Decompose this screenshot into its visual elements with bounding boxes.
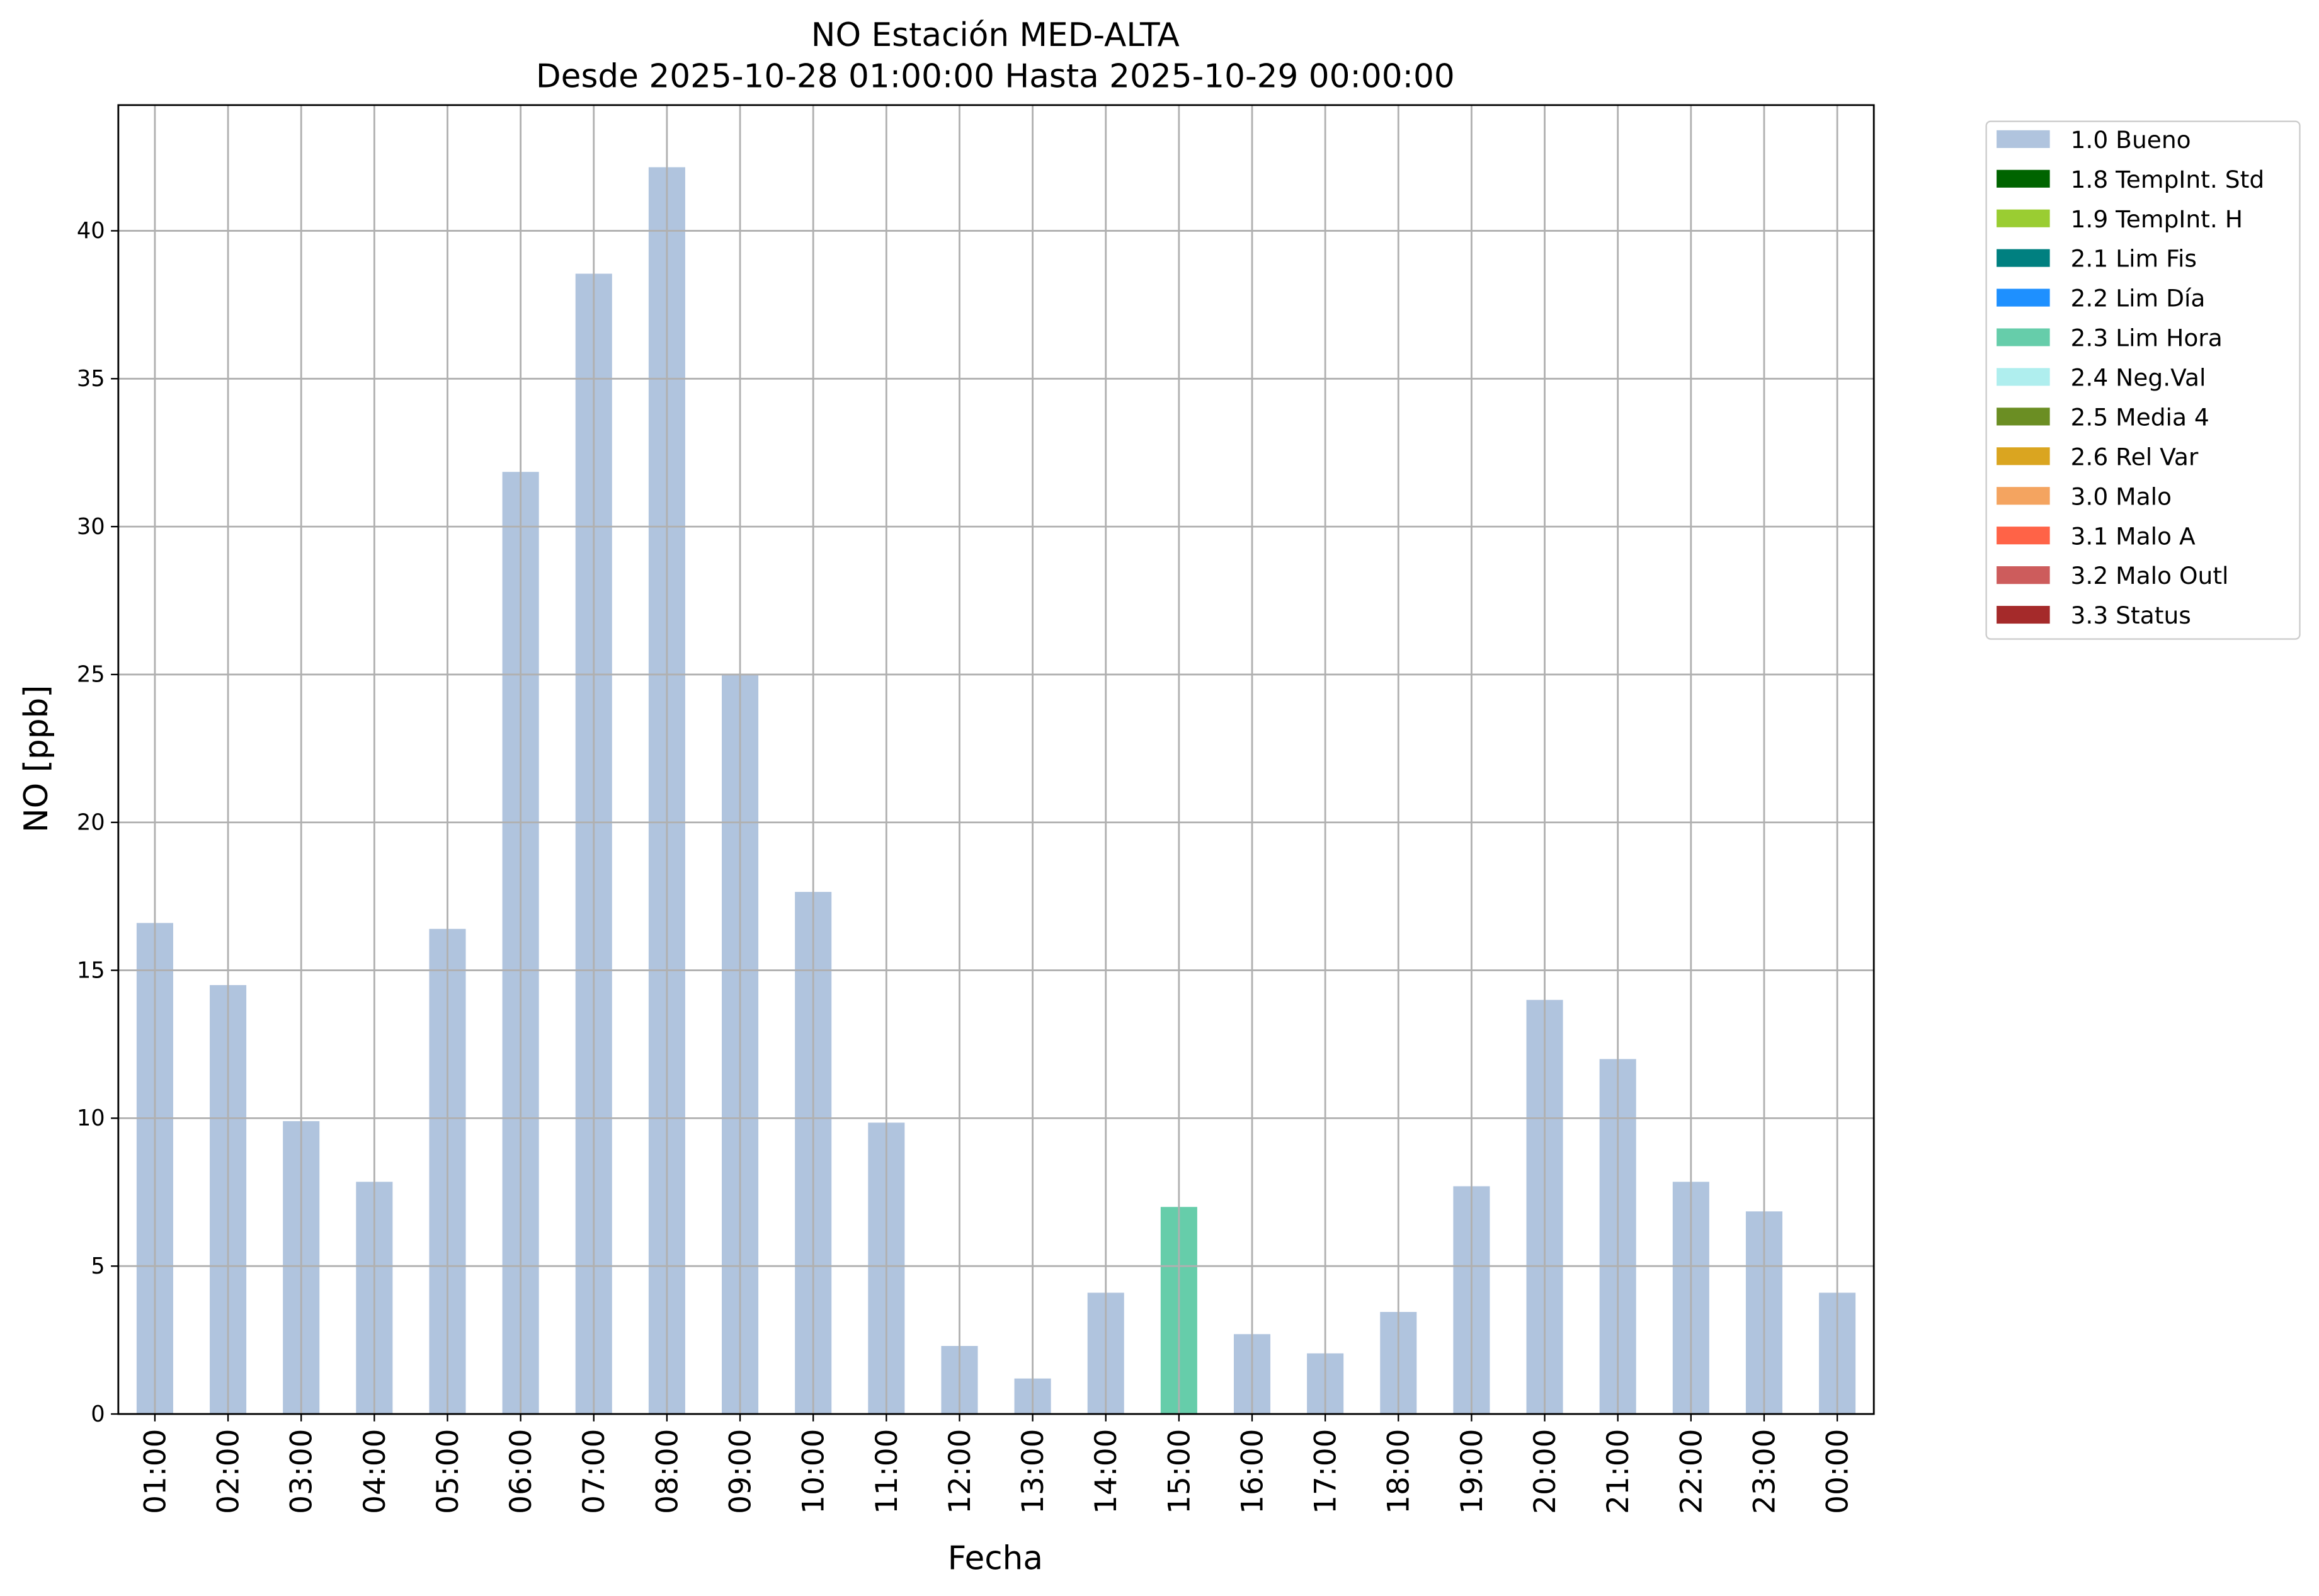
legend-swatch bbox=[1997, 487, 2050, 505]
x-tick-label: 15:00 bbox=[1162, 1429, 1197, 1514]
legend-label: 1.8 TempInt. Std bbox=[2071, 166, 2265, 193]
x-tick-label: 08:00 bbox=[650, 1429, 685, 1514]
x-tick-label: 19:00 bbox=[1455, 1429, 1490, 1514]
legend-swatch bbox=[1997, 209, 2050, 227]
chart-title: NO Estación MED-ALTA bbox=[811, 16, 1180, 54]
x-tick-label: 10:00 bbox=[797, 1429, 831, 1514]
x-tick-label: 02:00 bbox=[212, 1429, 246, 1514]
x-tick-label: 21:00 bbox=[1601, 1429, 1636, 1514]
y-tick-label: 0 bbox=[91, 1401, 105, 1427]
y-axis-label: NO [ppb] bbox=[18, 685, 55, 833]
legend-swatch bbox=[1997, 566, 2050, 584]
y-tick-label: 5 bbox=[91, 1253, 105, 1279]
x-tick-label: 12:00 bbox=[943, 1429, 977, 1514]
x-tick-label: 17:00 bbox=[1309, 1429, 1343, 1514]
legend-label: 3.3 Status bbox=[2071, 601, 2191, 629]
x-tick-label: 00:00 bbox=[1821, 1429, 1855, 1514]
x-tick-label: 18:00 bbox=[1382, 1429, 1416, 1514]
x-tick-label: 07:00 bbox=[577, 1429, 612, 1514]
x-tick-label: 05:00 bbox=[431, 1429, 465, 1514]
legend-swatch bbox=[1997, 447, 2050, 465]
y-tick-label: 20 bbox=[77, 809, 105, 835]
x-tick-label: 23:00 bbox=[1747, 1429, 1782, 1514]
x-tick-label: 03:00 bbox=[285, 1429, 319, 1514]
legend-label: 2.5 Media 4 bbox=[2071, 403, 2209, 431]
x-tick-label: 11:00 bbox=[870, 1429, 904, 1514]
legend-swatch bbox=[1997, 328, 2050, 346]
legend-label: 2.6 Rel Var bbox=[2071, 443, 2199, 470]
legend-swatch bbox=[1997, 527, 2050, 545]
legend: 1.0 Bueno 1.8 TempInt. Std 1.9 TempInt. H 2… bbox=[1985, 120, 2301, 640]
legend-label: 3.1 Malo A bbox=[2071, 522, 2196, 550]
x-tick-label: 01:00 bbox=[138, 1429, 173, 1514]
legend-swatch bbox=[1997, 249, 2050, 267]
legend-label: 3.2 Malo Outl bbox=[2071, 562, 2229, 590]
x-tick-label: 04:00 bbox=[358, 1429, 392, 1514]
x-tick-label: 16:00 bbox=[1235, 1429, 1270, 1514]
legend-swatch bbox=[1997, 605, 2050, 624]
axes: 0 5 10 15 20 25 30 35 40 01:00 02:00 03:00 04:00 05:0… bbox=[77, 104, 1875, 1514]
x-tick-label: 09:00 bbox=[723, 1429, 758, 1514]
chart-subtitle: Desde 2025-10-28 01:00:00 Hasta 2025-10-… bbox=[536, 58, 1455, 96]
legend-label: 3.0 Malo bbox=[2071, 482, 2172, 510]
legend-label: 2.4 Neg.Val bbox=[2071, 364, 2206, 392]
legend-label: 1.0 Bueno bbox=[2071, 126, 2191, 154]
legend-label: 2.1 Lim Fis bbox=[2071, 245, 2197, 273]
y-tick-label: 10 bbox=[77, 1105, 105, 1131]
x-tick-label: 22:00 bbox=[1674, 1429, 1709, 1514]
grid bbox=[118, 105, 1874, 1415]
y-tick-label: 35 bbox=[77, 366, 105, 392]
x-tick-label: 06:00 bbox=[504, 1429, 538, 1514]
legend-swatch bbox=[1997, 130, 2050, 148]
legend-swatch bbox=[1997, 408, 2050, 426]
y-tick-label: 40 bbox=[77, 218, 105, 244]
y-tick-label: 15 bbox=[77, 957, 105, 983]
legend-swatch bbox=[1997, 288, 2050, 307]
y-tick-label: 25 bbox=[77, 662, 105, 688]
x-tick-label: 20:00 bbox=[1528, 1429, 1563, 1514]
y-tick-label: 30 bbox=[77, 514, 105, 540]
x-tick-label: 14:00 bbox=[1089, 1429, 1124, 1514]
plot-frame bbox=[117, 104, 1875, 1415]
x-axis-label: Fecha bbox=[948, 1540, 1043, 1578]
legend-swatch bbox=[1997, 368, 2050, 386]
x-tick-label: 13:00 bbox=[1016, 1429, 1051, 1514]
legend-label: 2.2 Lim Día bbox=[2071, 285, 2206, 312]
legend-label: 2.3 Lim Hora bbox=[2071, 324, 2223, 352]
legend-box bbox=[1985, 120, 2301, 640]
legend-label: 1.9 TempInt. H bbox=[2071, 205, 2243, 233]
legend-swatch bbox=[1997, 169, 2050, 188]
